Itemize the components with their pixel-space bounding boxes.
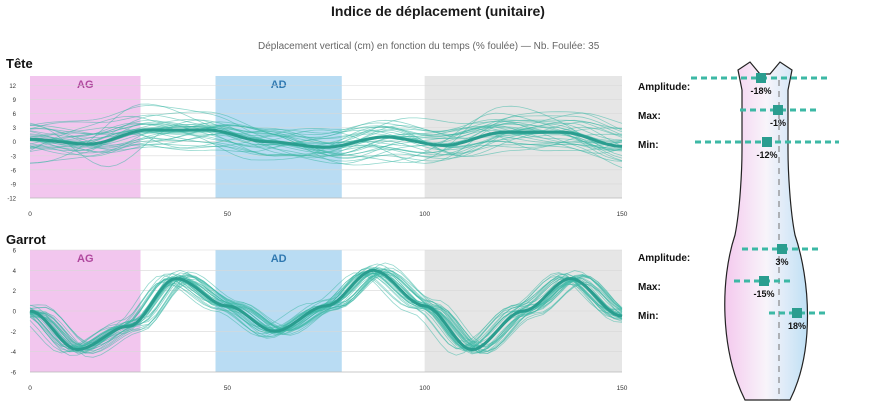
y-tick-label: 2: [13, 289, 17, 295]
y-tick-label: 4: [13, 269, 17, 275]
x-tick-label: 100: [419, 385, 430, 392]
phase-label-ad: AD: [271, 253, 287, 265]
stride-trace: [29, 123, 623, 158]
stride-trace: [29, 267, 623, 356]
mean-trace: [29, 268, 623, 352]
y-tick-label: 0: [13, 310, 17, 316]
x-tick-label: 0: [28, 385, 32, 392]
y-tick-label: 9: [13, 98, 17, 104]
chart-subtitle: Déplacement vertical (cm) en fonction du…: [258, 41, 600, 52]
stride-trace: [29, 112, 623, 162]
phase-label-ad: AD: [271, 79, 287, 91]
head-displacement-chart: AG AD 12 9 6 3 0 -3 -6 -9 -12 0 50 100 150: [7, 76, 628, 218]
mean-trace: [29, 128, 623, 149]
withers-panel-title: Garrot: [6, 232, 46, 247]
y-tick-label: 3: [13, 126, 17, 132]
stride-trace: [29, 119, 623, 161]
x-tick-label: 100: [419, 211, 430, 218]
withers-amplitude-label: Amplitude:: [638, 253, 691, 264]
y-tick-label: -6: [11, 371, 17, 377]
y-tick-label: 6: [13, 112, 17, 118]
y-tick-label: -12: [7, 197, 16, 203]
stride-trace: [29, 119, 623, 168]
y-tick-label: -6: [11, 168, 17, 174]
stride-trace: [29, 111, 623, 165]
y-tick-label: -9: [11, 182, 17, 188]
y-tick-label: -4: [11, 350, 17, 356]
stride-trace: [29, 103, 622, 164]
head-amplitude-label: Amplitude:: [638, 82, 691, 93]
stride-trace: [29, 129, 623, 154]
withers-max-label: Max:: [638, 282, 661, 293]
withers-displacement-chart: AG AD 6 4 2 0 -2 -4 -6 0 50 100 150: [11, 249, 628, 393]
y-tick-label: 12: [9, 84, 16, 90]
y-tick-label: 0: [13, 140, 17, 146]
head-min-label: Min:: [638, 140, 659, 151]
x-tick-label: 50: [224, 211, 232, 218]
head-max-label: Max:: [638, 111, 661, 122]
horse-silhouette-diagram: [724, 61, 809, 401]
horse-outline: [724, 61, 809, 401]
withers-min-label: Min:: [638, 311, 659, 322]
stride-trace: [29, 268, 623, 354]
y-tick-label: -3: [11, 154, 17, 160]
x-tick-label: 50: [224, 385, 232, 392]
chart-title: Indice de déplacement (unitaire): [331, 3, 545, 19]
stride-trace: [29, 269, 623, 354]
stride-trace: [29, 119, 623, 159]
y-tick-label: -2: [11, 330, 17, 336]
stride-trace: [29, 124, 623, 157]
phase-label-ag: AG: [77, 79, 94, 91]
x-tick-label: 150: [617, 211, 628, 218]
x-tick-label: 150: [617, 385, 628, 392]
y-tick-label: 6: [13, 249, 17, 255]
stride-trace: [29, 271, 623, 352]
phase-label-ag: AG: [77, 253, 94, 265]
head-panel-title: Tête: [6, 56, 33, 71]
x-tick-label: 0: [28, 211, 32, 218]
